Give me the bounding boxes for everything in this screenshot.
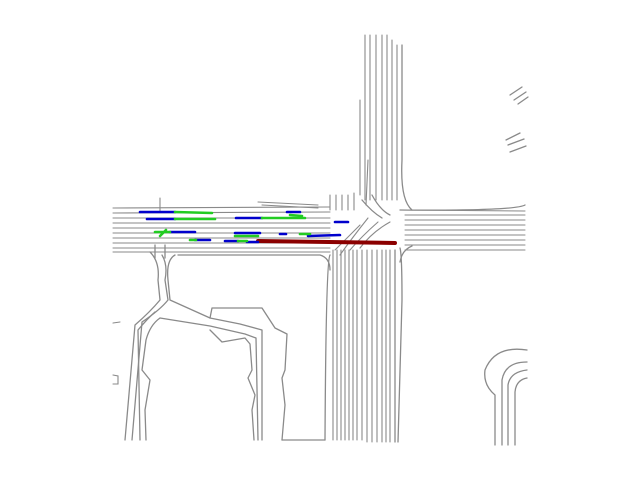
road-segment xyxy=(339,217,369,256)
road-segment xyxy=(112,321,121,324)
road-segment xyxy=(334,224,361,251)
road-segment xyxy=(509,86,523,96)
road-segment xyxy=(359,221,391,249)
road-segment xyxy=(261,204,319,209)
road-segment xyxy=(209,329,256,441)
road-segment xyxy=(517,96,529,105)
road-segment xyxy=(361,199,383,219)
road-segment xyxy=(141,317,161,441)
road-segment xyxy=(167,254,263,441)
road-segment xyxy=(365,159,369,206)
road-segment xyxy=(209,307,288,441)
road-segment xyxy=(177,254,331,271)
road-segment xyxy=(507,138,525,146)
agent-future-1 xyxy=(173,210,214,215)
road-segment xyxy=(112,374,119,385)
agent-trajectories xyxy=(138,210,350,244)
agent-history-11 xyxy=(306,233,342,238)
road-segment xyxy=(507,369,528,446)
east-parcel xyxy=(484,86,529,446)
road-segment xyxy=(514,377,528,446)
road-segment xyxy=(513,91,527,101)
road-segment xyxy=(159,317,259,441)
road-segment xyxy=(257,201,319,206)
road-segment xyxy=(501,361,528,446)
ego-history-path xyxy=(256,239,397,245)
road-segment xyxy=(484,348,528,446)
road-segment xyxy=(397,247,403,443)
road-segment xyxy=(349,221,379,251)
ego-trajectory xyxy=(256,239,397,245)
road-segment xyxy=(124,251,161,441)
road-segment xyxy=(399,245,413,263)
upper-stubs xyxy=(159,192,355,213)
west-parcel xyxy=(112,244,331,441)
road-segment xyxy=(401,44,413,211)
road-segment xyxy=(131,254,169,441)
north-road xyxy=(359,34,413,219)
agent-future-5 xyxy=(158,228,168,238)
south-road xyxy=(324,217,413,443)
east-west-road xyxy=(112,204,526,253)
road-segment xyxy=(324,254,331,441)
road-segment xyxy=(509,145,527,153)
road-segment xyxy=(137,311,156,441)
agent-future-10 xyxy=(288,213,304,218)
road-segment xyxy=(371,194,391,216)
ew-east-edge-top xyxy=(399,204,526,211)
road-segment xyxy=(505,132,521,141)
